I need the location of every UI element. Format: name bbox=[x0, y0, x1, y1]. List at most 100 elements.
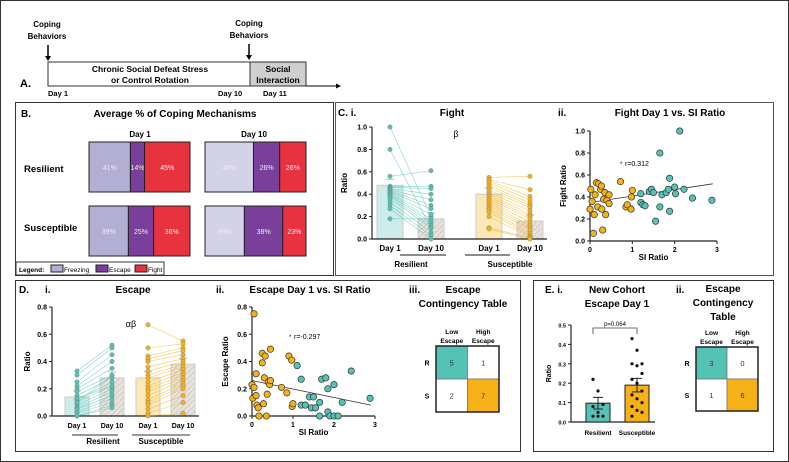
scatter-point-susceptible bbox=[258, 359, 266, 367]
e-table-title-3: Table bbox=[710, 312, 736, 323]
data-point bbox=[180, 341, 186, 347]
stacked-segment-escape bbox=[252, 141, 281, 193]
table-cell bbox=[467, 345, 500, 380]
scatter-point-resilient bbox=[652, 217, 660, 225]
scatter-point-susceptible bbox=[591, 191, 599, 199]
escape-scatter-title: Escape Day 1 vs. SI Ratio bbox=[249, 285, 370, 296]
scatter-point-susceptible bbox=[586, 205, 594, 213]
paired-line bbox=[76, 385, 113, 399]
scatter-point-susceptible bbox=[627, 205, 635, 213]
paired-line bbox=[147, 343, 184, 349]
day10-label: Day 10 bbox=[218, 89, 242, 98]
legend-title: Legend: bbox=[19, 267, 44, 274]
scatter-point-resilient bbox=[666, 174, 674, 182]
y-tick-label: 0.6 bbox=[357, 169, 367, 176]
data-point bbox=[180, 386, 186, 392]
row-susceptible: Susceptible bbox=[24, 223, 77, 234]
paired-line bbox=[488, 227, 531, 239]
panel-b-frame bbox=[15, 102, 334, 276]
stacked-segment-freezing bbox=[204, 141, 254, 193]
scatter-point-susceptible bbox=[252, 370, 260, 378]
paired-line bbox=[76, 374, 113, 392]
arrow-right-icon bbox=[336, 83, 341, 89]
data-point bbox=[145, 393, 151, 398]
data-point bbox=[486, 209, 492, 215]
social-interaction-box bbox=[249, 61, 307, 87]
x-category-label: Day 1 bbox=[379, 244, 401, 253]
segment-label: 38% bbox=[257, 229, 271, 236]
data-point bbox=[630, 336, 634, 341]
scatter-point-resilient bbox=[316, 412, 324, 420]
data-point bbox=[591, 377, 595, 381]
table-title-2: Contingency Table bbox=[419, 299, 508, 310]
paired-line bbox=[76, 347, 113, 376]
e-table-title-1: Escape bbox=[705, 284, 740, 295]
paired-line bbox=[147, 366, 184, 379]
scatter-point-susceptible bbox=[627, 193, 636, 201]
row-resilient: Resilient bbox=[24, 164, 64, 175]
data-point bbox=[109, 359, 115, 364]
cell-value: 3 bbox=[709, 359, 713, 368]
data-point bbox=[601, 414, 605, 418]
scatter-point-resilient bbox=[330, 381, 338, 389]
paired-line bbox=[76, 391, 113, 409]
paired-line bbox=[147, 369, 184, 383]
paired-line bbox=[488, 175, 531, 178]
data-point bbox=[74, 368, 80, 374]
cell-value: 2 bbox=[450, 392, 454, 401]
scatter-point-susceptible bbox=[289, 400, 297, 408]
x-tick-label: 3 bbox=[373, 422, 377, 429]
data-point bbox=[428, 191, 434, 197]
data-point bbox=[109, 379, 115, 385]
data-point bbox=[387, 173, 393, 179]
data-point bbox=[596, 410, 600, 414]
scatter-point-susceptible bbox=[263, 390, 271, 398]
data-point bbox=[428, 211, 434, 217]
paired-line bbox=[389, 205, 432, 236]
x-tick-label: 2 bbox=[332, 422, 336, 429]
scatter-point-susceptible bbox=[598, 205, 606, 213]
panel-d-iii-label: iii. bbox=[409, 285, 420, 296]
group-susceptible: Susceptible bbox=[139, 437, 184, 446]
data-point bbox=[428, 236, 434, 242]
segment-label: 41% bbox=[103, 165, 117, 172]
fight-scatter-title: Fight Day 1 vs. SI Ratio bbox=[615, 108, 726, 119]
paired-line bbox=[147, 350, 184, 360]
x-tick-label: 2 bbox=[673, 247, 677, 254]
data-point bbox=[109, 345, 115, 351]
scatter-point-susceptible bbox=[605, 191, 613, 199]
y-tick-label: 0.0 bbox=[575, 239, 585, 246]
scatter-point-resilient bbox=[671, 190, 680, 198]
scatter-point-resilient bbox=[656, 149, 664, 157]
coping-label-2a: Coping bbox=[235, 19, 263, 28]
data-point bbox=[428, 216, 434, 222]
paired-line bbox=[389, 126, 432, 217]
paired-line bbox=[488, 193, 531, 215]
data-point bbox=[591, 414, 595, 418]
data-point bbox=[630, 362, 634, 366]
data-point bbox=[486, 226, 492, 232]
y-tick-label: 0.0 bbox=[357, 237, 367, 244]
scatter-point-susceptible bbox=[589, 229, 597, 237]
escape-sig: αβ bbox=[126, 319, 136, 329]
panel-d: D. i. Escape αβ ii. Escape Day 1 vs. SI … bbox=[19, 285, 508, 446]
y-tick-label: 0.0 bbox=[237, 414, 247, 421]
data-point bbox=[630, 404, 634, 409]
data-point bbox=[630, 414, 634, 418]
x-tick-label: 1 bbox=[291, 422, 295, 429]
scatter-point-susceptible bbox=[602, 211, 610, 219]
data-point bbox=[145, 402, 151, 408]
y-axis-label: Ratio bbox=[340, 173, 349, 193]
data-point bbox=[145, 359, 151, 364]
e-table-title-2: Contingency bbox=[693, 298, 754, 309]
panel-d-i-label: i. bbox=[45, 285, 51, 296]
scatter-point-resilient bbox=[301, 401, 309, 409]
scatter-point-resilient bbox=[637, 190, 645, 198]
paired-line bbox=[147, 324, 184, 342]
scatter-point-resilient bbox=[297, 375, 305, 383]
column-header: Escape bbox=[700, 339, 723, 346]
arrow-head-icon bbox=[45, 56, 51, 61]
data-point bbox=[180, 399, 186, 405]
paired-line bbox=[389, 187, 432, 189]
